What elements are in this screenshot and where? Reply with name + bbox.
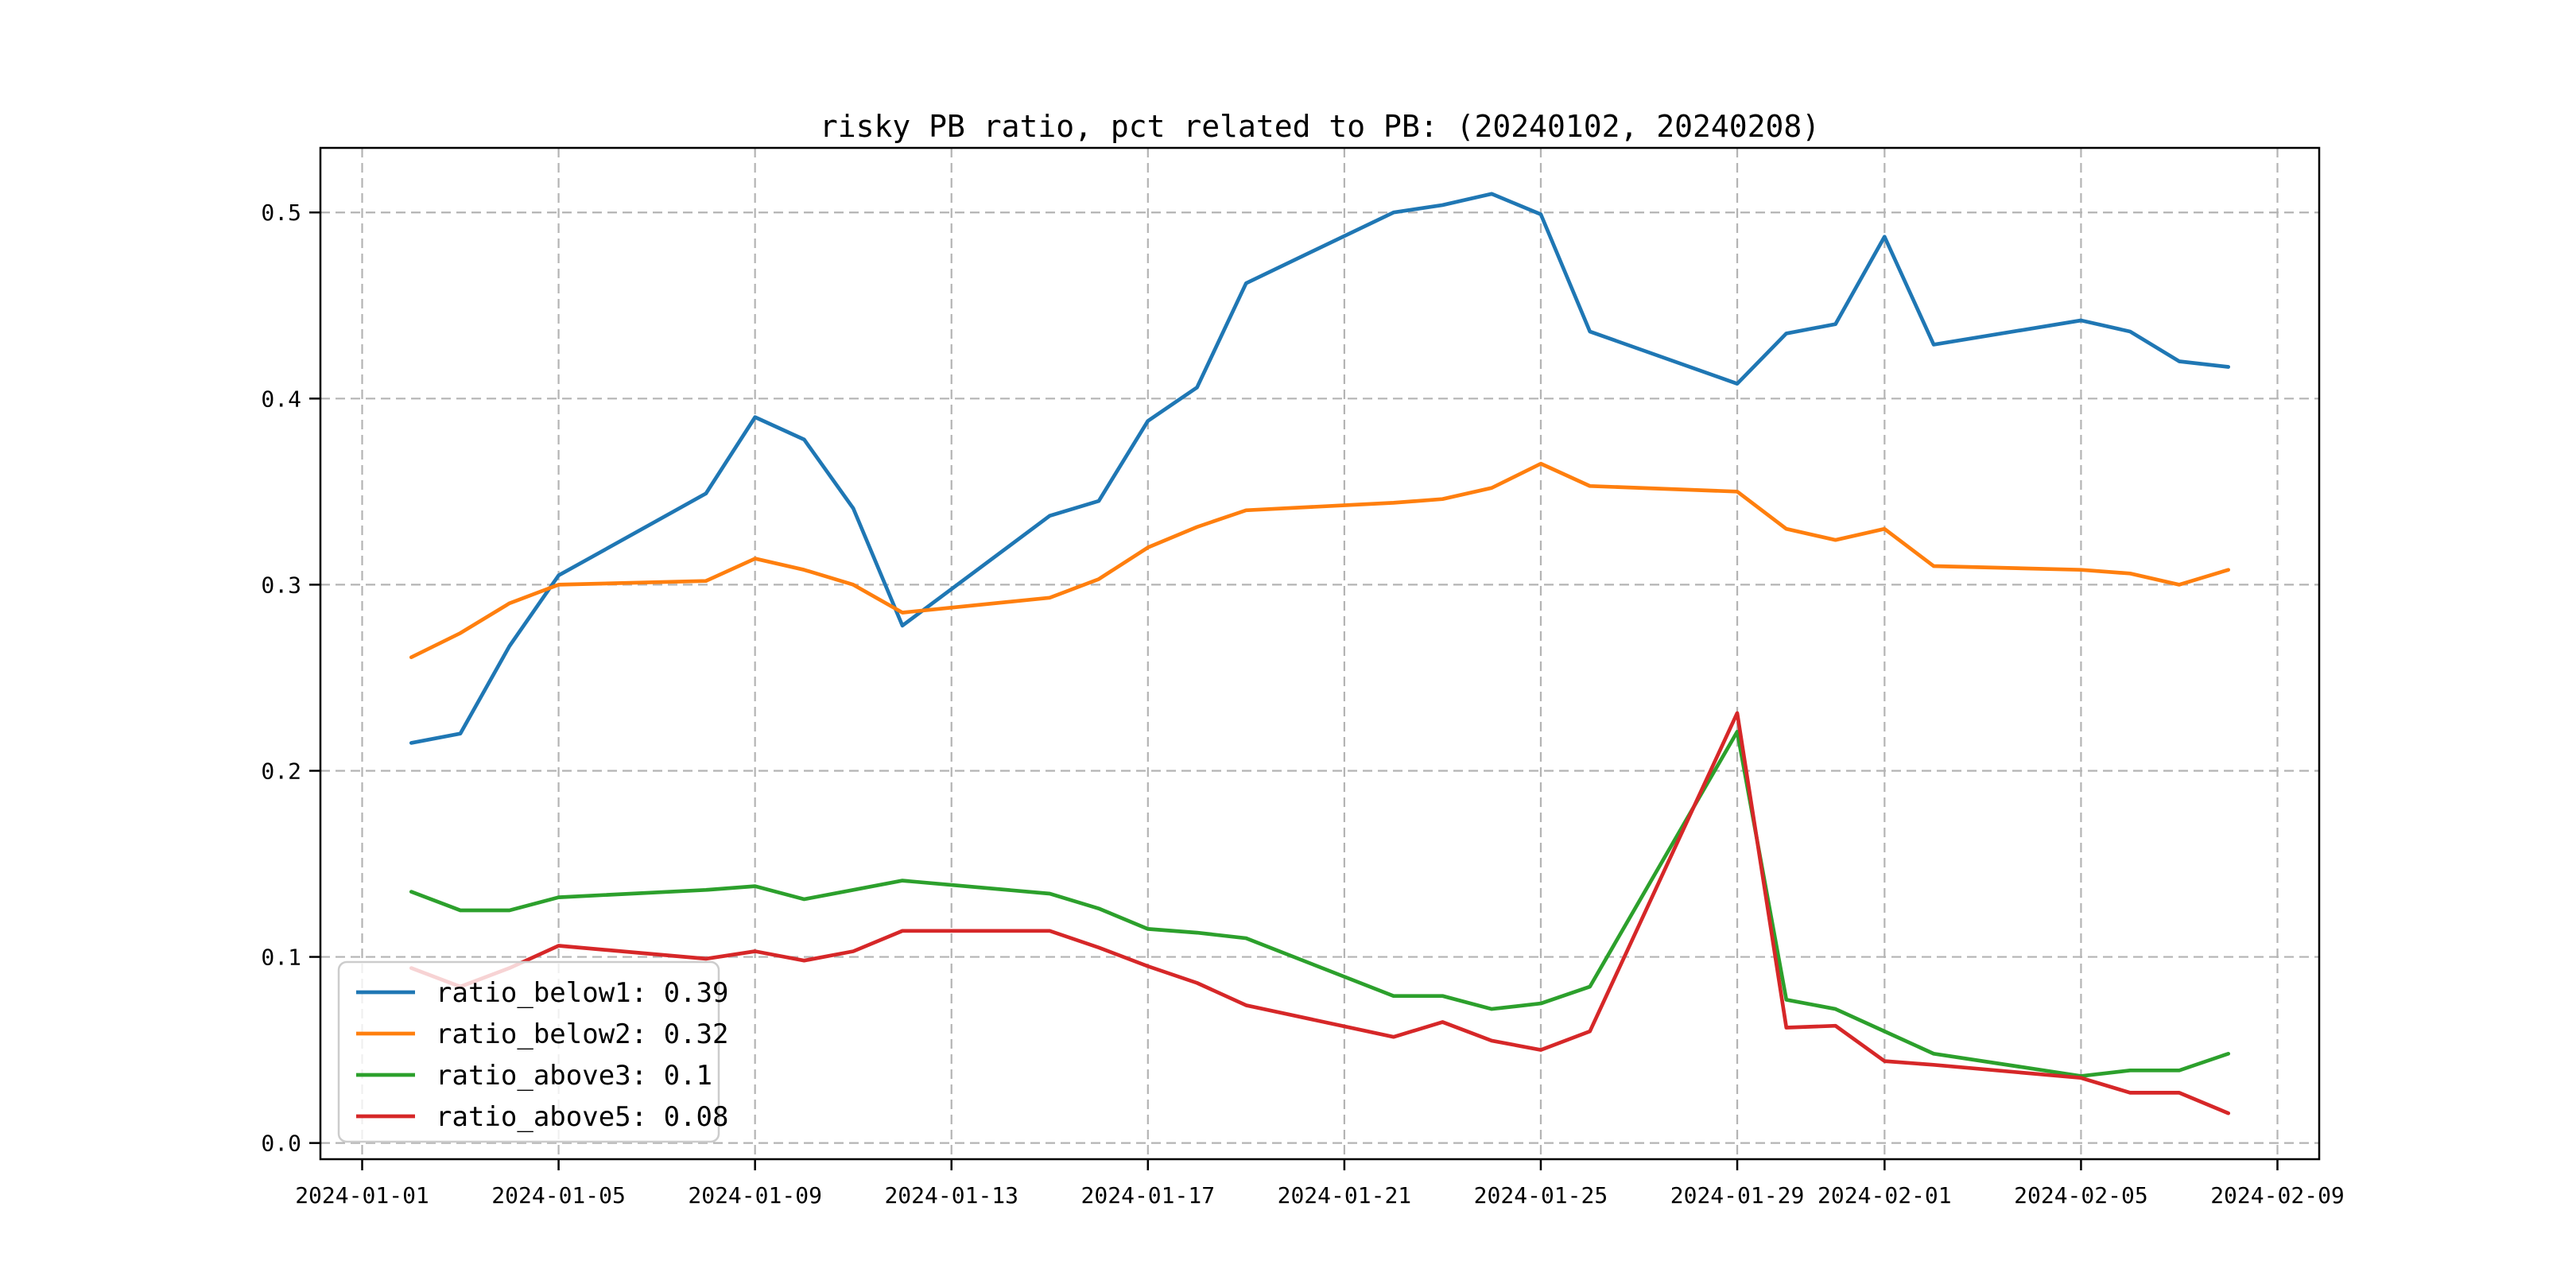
legend-item-ratio_above5: ratio_above5: 0.08 bbox=[356, 1101, 728, 1133]
axes-spines bbox=[319, 146, 2321, 1161]
x-tick-label-2024-02-05: 2024-02-05 bbox=[2014, 1182, 2148, 1208]
legend-label-ratio_below2: ratio_below2: 0.32 bbox=[436, 1018, 728, 1050]
series-line-ratio_above3 bbox=[409, 729, 2231, 1078]
series-line-ratio_above5 bbox=[409, 711, 2231, 1115]
tick-marks bbox=[309, 211, 2279, 1170]
legend-item-ratio_below2: ratio_below2: 0.32 bbox=[356, 1018, 728, 1050]
legend-item-ratio_above3: ratio_above3: 0.1 bbox=[356, 1060, 712, 1092]
x-tick-label-2024-01-29: 2024-01-29 bbox=[1670, 1182, 1805, 1208]
x-tick-labels: 2024-01-01 2024-01-05 2024-01-09 2024-01-13… bbox=[295, 1182, 2345, 1208]
legend-label-ratio_above5: ratio_above5: 0.08 bbox=[436, 1101, 728, 1133]
y-tick-label-0.1: 0.1 bbox=[261, 945, 301, 971]
x-tick-label-2024-02-01: 2024-02-01 bbox=[1818, 1182, 1952, 1208]
x-tick-label-2024-02-09: 2024-02-09 bbox=[2210, 1182, 2345, 1208]
y-tick-labels: 0.0 0.1 0.2 0.3 0.4 0.5 bbox=[261, 200, 301, 1156]
legend-item-ratio_below1: ratio_below1: 0.39 bbox=[356, 977, 728, 1009]
chart-title: risky PB ratio, pct related to PB: (2024… bbox=[820, 109, 1820, 144]
series-line-ratio_below1 bbox=[409, 192, 2231, 745]
legend-label-ratio_above3: ratio_above3: 0.1 bbox=[436, 1060, 712, 1092]
x-tick-label-2024-01-01: 2024-01-01 bbox=[295, 1182, 429, 1208]
x-tick-label-2024-01-13: 2024-01-13 bbox=[884, 1182, 1018, 1208]
y-tick-label-0.3: 0.3 bbox=[261, 572, 301, 598]
y-tick-label-0.5: 0.5 bbox=[261, 200, 301, 226]
x-tick-label-2024-01-25: 2024-01-25 bbox=[1474, 1182, 1608, 1208]
gridlines bbox=[320, 148, 2319, 1159]
x-tick-label-2024-01-17: 2024-01-17 bbox=[1081, 1182, 1216, 1208]
x-tick-label-2024-01-21: 2024-01-21 bbox=[1278, 1182, 1412, 1208]
y-tick-label-0.4: 0.4 bbox=[261, 386, 301, 412]
x-tick-label-2024-01-05: 2024-01-05 bbox=[491, 1182, 626, 1208]
legend-box bbox=[337, 960, 720, 1143]
y-tick-label-0.0: 0.0 bbox=[261, 1131, 301, 1157]
x-tick-label-2024-01-09: 2024-01-09 bbox=[688, 1182, 822, 1208]
series-line-ratio_below2 bbox=[409, 461, 2231, 660]
y-tick-label-0.2: 0.2 bbox=[261, 758, 301, 784]
legend: ratio_below1: 0.39 ratio_below2: 0.32 rati… bbox=[337, 960, 728, 1143]
legend-label-ratio_below1: ratio_below1: 0.39 bbox=[436, 977, 728, 1009]
data-series bbox=[409, 192, 2231, 1115]
